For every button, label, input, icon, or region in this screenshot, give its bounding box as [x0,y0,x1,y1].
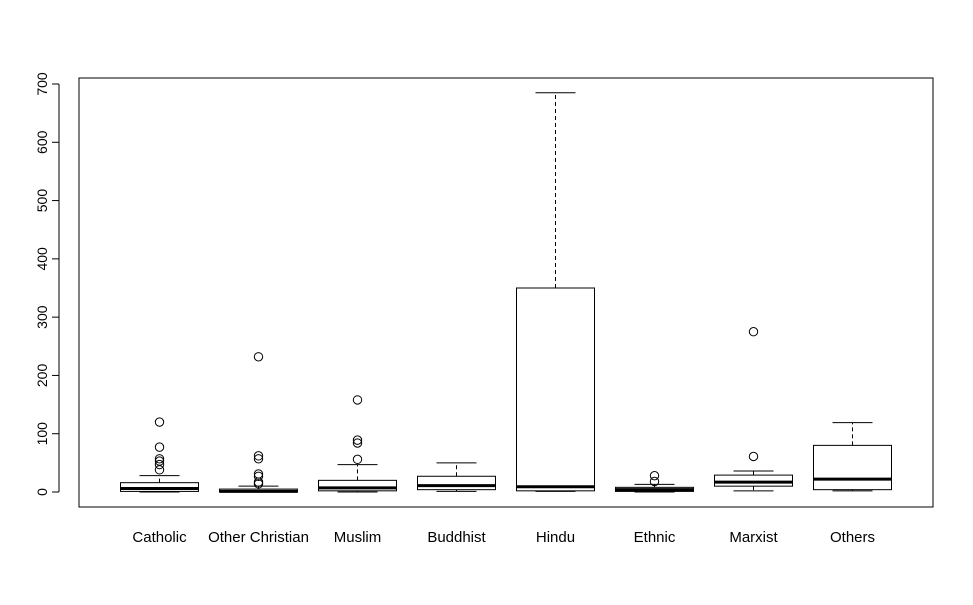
outlier-point [352,454,363,465]
outlier-point [253,451,264,461]
x-category-label: Ethnic [634,529,676,546]
outlier-point [154,417,165,427]
outlier-point [154,442,165,452]
box-body [813,444,892,491]
y-tick-label: 400 [34,247,50,271]
outlier-point [748,327,759,337]
outlier-point [253,352,264,362]
outlier-point [253,471,264,481]
outlier-point [253,469,264,479]
outlier-point [748,451,759,462]
outlier-point [649,476,660,487]
box-body [516,287,595,492]
x-category-label: Other Christian [208,529,309,546]
y-tick-label: 500 [34,189,50,213]
outlier-point [352,438,363,448]
outlier-point [352,395,363,405]
x-category-label: Buddhist [427,529,486,546]
x-category-label: Others [830,529,875,546]
y-tick-label: 200 [34,364,50,388]
y-tick-label: 0 [34,488,50,496]
box-body [417,475,496,491]
outlier-point [154,459,165,470]
outlier-point [154,456,165,466]
box-body [318,479,397,492]
x-category-label: Marxist [729,529,778,546]
x-category-label: Catholic [132,529,187,546]
outlier-point [649,470,660,481]
y-tick-label: 100 [34,422,50,446]
x-category-label: Muslim [334,529,382,546]
outlier-point [253,454,264,464]
x-category-label: Hindu [536,529,575,546]
outlier-point [154,454,165,464]
y-tick-label: 600 [34,130,50,154]
y-tick-label: 300 [34,305,50,329]
y-tick-label: 700 [34,72,50,96]
plot-frame [78,77,934,508]
plot-area: 0 100 200 300 400 500 600 700 Catholic Other Chri… [34,72,934,546]
outlier-point [352,435,363,445]
